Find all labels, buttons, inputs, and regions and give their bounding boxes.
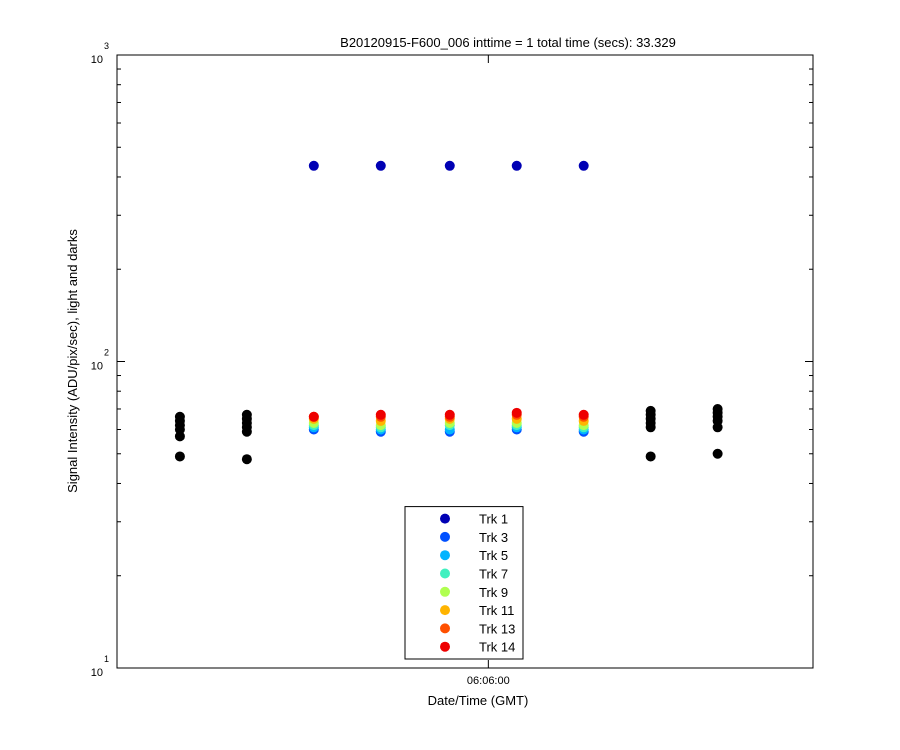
legend-marker — [440, 641, 450, 652]
data-point — [511, 160, 522, 171]
data-point — [174, 431, 185, 442]
x-tick-label: 06:06:00 — [467, 675, 510, 687]
data-point — [645, 422, 656, 433]
data-point — [444, 409, 455, 420]
y-tick-label: 10 — [91, 54, 103, 66]
legend-marker — [440, 550, 450, 561]
data-point — [174, 451, 185, 462]
data-point — [308, 160, 319, 171]
legend-marker — [440, 605, 450, 616]
legend-marker — [440, 586, 450, 597]
data-point — [645, 451, 656, 462]
legend-label: Trk 14 — [479, 640, 515, 655]
legend-marker — [440, 623, 450, 634]
legend-marker — [440, 531, 450, 542]
data-point — [578, 409, 589, 420]
chart-title: B20120915-F600_006 inttime = 1 total tim… — [340, 35, 676, 50]
y-tick-exponent: 3 — [104, 41, 109, 51]
y-tick-label: 10 — [91, 667, 103, 679]
y-tick-exponent: 2 — [104, 348, 109, 358]
legend-label: Trk 7 — [479, 567, 508, 582]
legend-marker — [440, 513, 450, 524]
data-point — [578, 160, 589, 171]
legend-label: Trk 13 — [479, 621, 515, 636]
legend-label: Trk 9 — [479, 585, 508, 600]
data-point — [444, 160, 455, 171]
data-point — [712, 448, 723, 459]
legend: Trk 1 Trk 3 Trk 5 Trk 7 Trk 9 Trk 11 Trk 13 Trk… — [404, 506, 524, 660]
y-tick-exponent: 1 — [104, 654, 109, 664]
legend-label: Trk 1 — [479, 512, 508, 527]
legend-label: Trk 11 — [479, 603, 514, 618]
data-point — [241, 454, 252, 465]
data-point — [241, 426, 252, 437]
legend-box — [404, 506, 524, 660]
legend-label: Trk 3 — [479, 530, 508, 545]
data-point — [308, 411, 319, 422]
data-point — [712, 422, 723, 433]
legend-label: Trk 5 — [479, 548, 508, 563]
data-point — [511, 407, 522, 418]
y-axis-label: Signal Intensity (ADU/pix/sec), light an… — [65, 229, 80, 493]
data-point — [375, 160, 386, 171]
x-axis-label: Date/Time (GMT) — [428, 693, 529, 708]
legend-marker — [440, 568, 450, 579]
data-point — [375, 409, 386, 420]
y-tick-label: 10 — [91, 361, 103, 373]
